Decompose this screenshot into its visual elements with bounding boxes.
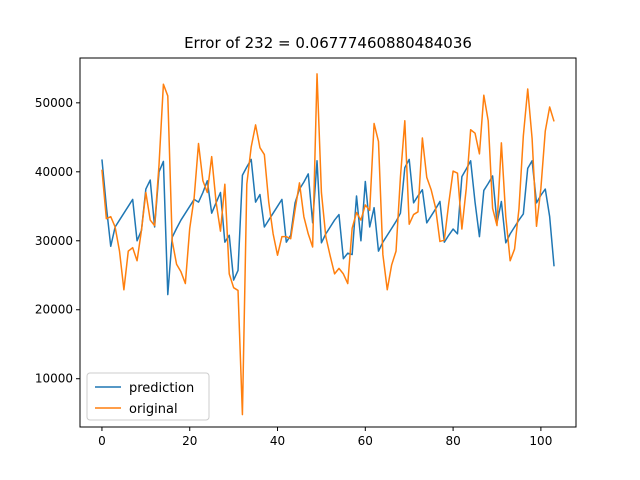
x-tick-label: 40 [270, 434, 285, 448]
y-tick-label: 40000 [35, 165, 73, 179]
y-axis: 10000 20000 30000 40000 50000 [35, 96, 80, 386]
y-tick-label: 30000 [35, 234, 73, 248]
x-tick-label: 80 [445, 434, 460, 448]
chart-title: Error of 232 = 0.06777460880484036 [184, 34, 472, 52]
plot-frame [79, 57, 577, 428]
series-line-original [101, 73, 555, 416]
legend-label-original: original [129, 402, 178, 417]
plot-lines [101, 73, 555, 416]
y-tick-label: 50000 [35, 96, 73, 110]
y-tick-label: 20000 [35, 303, 73, 317]
legend-label-prediction: prediction [129, 381, 194, 396]
x-tick-label: 100 [529, 434, 552, 448]
x-tick-label: 60 [358, 434, 373, 448]
x-axis: 0 20 40 60 80 100 [98, 427, 552, 448]
y-tick-label: 10000 [35, 372, 73, 386]
legend: prediction original [86, 372, 210, 421]
x-tick-label: 20 [182, 434, 197, 448]
series-line-prediction [101, 158, 555, 296]
x-tick-label: 0 [98, 434, 106, 448]
